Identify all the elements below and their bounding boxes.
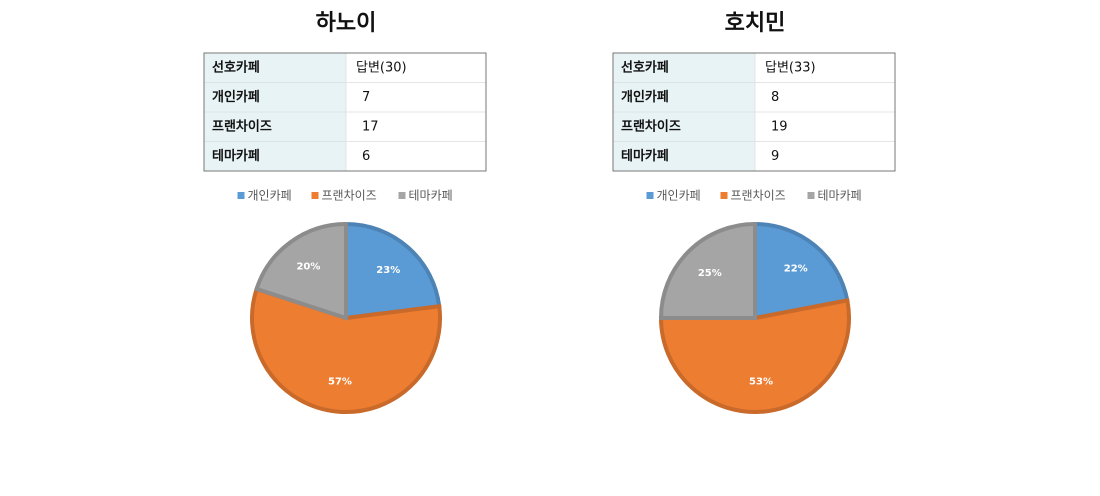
table-value: 8 (771, 90, 779, 105)
table-cell (345, 52, 487, 83)
table-label: 선호카페 (621, 59, 669, 75)
table-label: 프랜차이즈 (212, 118, 272, 134)
table-cell (754, 111, 896, 142)
legend-label: 개인카페 (657, 189, 701, 203)
pie-slice (344, 221, 442, 321)
legend-swatch (311, 192, 319, 199)
table-value: 답변(33) (765, 60, 816, 75)
table-value: 19 (771, 119, 788, 134)
table-value: 17 (362, 119, 379, 134)
table-label: 개인카페 (212, 89, 260, 105)
legend-label: 테마카페 (409, 189, 453, 203)
chart-title: 호치민 (725, 11, 786, 36)
table-label: 선호카페 (212, 59, 260, 75)
legend-swatch (807, 192, 815, 199)
table-border (612, 52, 896, 172)
legend-swatch (646, 192, 654, 199)
legend-label: 프랜차이즈 (322, 189, 377, 203)
table-label: 개인카페 (621, 89, 669, 105)
table-cell (203, 82, 347, 113)
legend-swatch (398, 192, 406, 199)
data-label: 22% (784, 264, 808, 275)
table-cell (754, 52, 896, 83)
data-label: 57% (328, 377, 352, 388)
data-label: 23% (376, 265, 400, 276)
table-label: 테마카페 (621, 148, 669, 164)
legend-label: 프랜차이즈 (731, 189, 786, 203)
table-label: 테마카페 (212, 148, 260, 164)
pie-slice (658, 298, 851, 414)
table-value: 7 (362, 90, 370, 105)
legend-label: 테마카페 (818, 189, 862, 203)
table-value: 답변(30) (356, 60, 407, 75)
data-label: 53% (749, 377, 773, 388)
table-cell (203, 52, 347, 83)
pie-slice (250, 286, 442, 414)
table-cell (345, 141, 487, 172)
table-label: 프랜차이즈 (621, 118, 681, 134)
data-label: 20% (296, 261, 320, 272)
pie-slice (254, 221, 348, 321)
legend-label: 개인카페 (248, 189, 292, 203)
chart-title: 하노이 (316, 11, 377, 36)
legend-swatch (720, 192, 728, 199)
table-cell (754, 82, 896, 113)
table-value: 6 (362, 149, 370, 164)
legend-swatch (237, 192, 245, 199)
pie-slice (753, 221, 850, 321)
table-cell (345, 111, 487, 142)
table-border (203, 52, 487, 172)
table-value: 9 (771, 149, 779, 164)
table-cell (754, 141, 896, 172)
pie-slice (658, 221, 757, 320)
data-label: 25% (698, 268, 722, 279)
